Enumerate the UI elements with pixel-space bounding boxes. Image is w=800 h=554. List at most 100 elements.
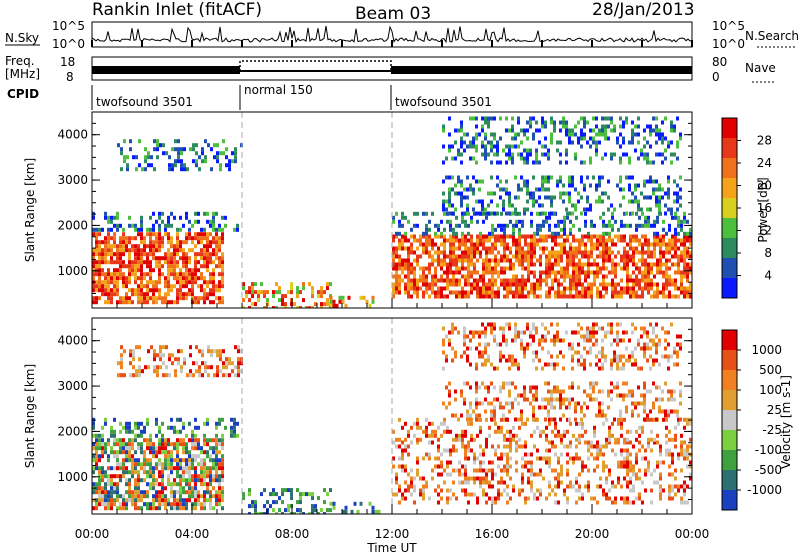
heatmap-cell	[104, 248, 107, 253]
heatmap-cell	[180, 349, 183, 354]
heatmap-cell	[452, 448, 455, 453]
heatmap-cell	[173, 260, 176, 265]
heatmap-cell	[520, 156, 523, 161]
heatmap-cell	[511, 338, 514, 343]
heatmap-cell	[221, 490, 224, 495]
heatmap-cell	[589, 397, 592, 402]
heatmap-cell	[485, 250, 488, 255]
heatmap-cell	[410, 476, 413, 481]
heatmap-cell	[191, 446, 194, 451]
heatmap-cell	[446, 274, 449, 279]
heatmap-cell	[167, 498, 170, 503]
heatmap-cell	[152, 454, 155, 459]
heatmap-cell	[586, 207, 589, 212]
heatmap-cell	[674, 270, 677, 275]
heatmap-cell	[179, 244, 182, 249]
heatmap-cell	[461, 437, 464, 442]
heatmap-cell	[667, 191, 670, 196]
heatmap-cell	[497, 456, 500, 461]
heatmap-cell	[419, 286, 422, 291]
heatmap-cell	[422, 488, 425, 493]
heatmap-cell	[509, 262, 512, 267]
heatmap-cell	[221, 486, 224, 491]
heatmap-cell	[452, 278, 455, 283]
heatmap-cell	[164, 227, 167, 232]
heatmap-cell	[643, 128, 646, 133]
heatmap-cell	[530, 484, 533, 489]
heatmap-cell	[440, 274, 443, 279]
heatmap-cell	[463, 401, 466, 406]
heatmap-cell	[536, 456, 539, 461]
heatmap-cell	[161, 462, 164, 467]
heatmap-cell	[526, 179, 529, 184]
heatmap-cell	[514, 326, 517, 331]
heatmap-cell	[167, 284, 170, 289]
heatmap-cell	[599, 294, 602, 299]
heatmap-cell	[212, 478, 215, 483]
heatmap-cell	[526, 120, 529, 125]
heatmap-cell	[216, 365, 219, 370]
heatmap-cell	[464, 464, 467, 469]
heatmap-cell	[620, 496, 623, 501]
heatmap-cell	[442, 203, 445, 208]
heatmap-cell	[191, 474, 194, 479]
heatmap-cell	[568, 128, 571, 133]
heatmap-cell	[562, 183, 565, 188]
heatmap-cell	[596, 456, 599, 461]
heatmap-cell	[479, 480, 482, 485]
heatmap-cell	[662, 274, 665, 279]
heatmap-cell	[110, 425, 113, 430]
heatmap-cell	[448, 199, 451, 204]
heatmap-cell	[572, 238, 575, 243]
heatmap-cell	[440, 488, 443, 493]
heatmap-cell	[137, 458, 140, 463]
heatmap-cell	[689, 238, 692, 243]
heatmap-cell	[434, 266, 437, 271]
heatmap-cell	[602, 219, 605, 224]
heatmap-cell	[494, 242, 497, 247]
heatmap-cell	[566, 417, 569, 422]
heatmap-cell	[203, 450, 206, 455]
heatmap-cell	[458, 246, 461, 251]
heatmap-cell	[653, 242, 656, 247]
heatmap-cell	[494, 266, 497, 271]
heatmap-cell	[104, 490, 107, 495]
heatmap-cell	[568, 140, 571, 145]
heatmap-cell	[116, 280, 119, 285]
heatmap-cell	[614, 262, 617, 267]
heatmap-cell	[131, 260, 134, 265]
heatmap-cell	[413, 286, 416, 291]
heatmap-cell	[104, 300, 107, 305]
heatmap-cell	[107, 215, 110, 220]
heatmap-cell	[101, 438, 104, 443]
heatmap-cell	[446, 425, 449, 430]
heatmap-cell	[117, 143, 120, 148]
heatmap-cell	[521, 223, 524, 228]
heatmap-cell	[398, 417, 401, 422]
heatmap-cell	[168, 163, 171, 168]
heatmap-cell	[464, 468, 467, 473]
heatmap-cell	[674, 282, 677, 287]
heatmap-cell	[455, 294, 458, 299]
heatmap-cell	[448, 175, 451, 180]
heatmap-cell	[586, 199, 589, 204]
heatmap-cell	[140, 256, 143, 261]
heatmap-cell	[521, 274, 524, 279]
heatmap-cell	[201, 361, 204, 366]
heatmap-cell	[548, 266, 551, 271]
heatmap-cell	[487, 124, 490, 129]
heatmap-cell	[209, 494, 212, 499]
heatmap-cell	[107, 219, 110, 224]
heatmap-cell	[479, 231, 482, 236]
heatmap-cell	[683, 266, 686, 271]
heatmap-cell	[201, 147, 204, 152]
heatmap-cell	[201, 353, 204, 358]
heatmap-cell	[539, 286, 542, 291]
heatmap-cell	[485, 270, 488, 275]
heatmap-cell	[668, 488, 671, 493]
heatmap-cell	[416, 425, 419, 430]
heatmap-cell	[655, 397, 658, 402]
heatmap-cell	[203, 438, 206, 443]
heatmap-cell	[599, 234, 602, 239]
heatmap-cell	[683, 242, 686, 247]
